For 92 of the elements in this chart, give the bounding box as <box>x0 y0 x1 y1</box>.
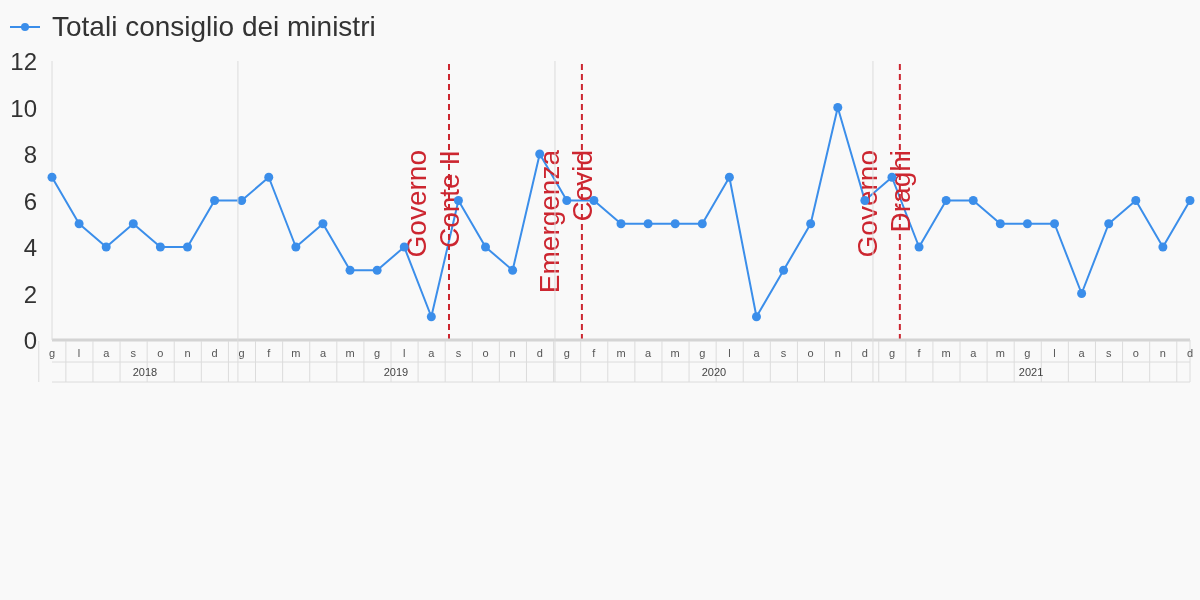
ref-line-label: Emergenza Covid <box>533 149 598 294</box>
point <box>833 103 843 112</box>
x-tick-label: g <box>374 347 381 359</box>
y-tick-label: 10 <box>10 94 37 121</box>
x2-tick-label: 2019 <box>383 366 409 378</box>
ref-line-label: Governo Draghi <box>851 150 916 258</box>
x-tick-label: f <box>592 347 597 359</box>
point <box>670 219 680 229</box>
point <box>372 265 382 275</box>
point <box>508 265 518 275</box>
x2-tick-label: 2021 <box>1018 366 1044 378</box>
point <box>155 242 165 252</box>
x-tick-label: o <box>157 347 164 359</box>
x-tick-label: g <box>1024 347 1031 359</box>
point <box>318 219 328 229</box>
y-tick-label: 0 <box>23 326 37 354</box>
x-tick-label: l <box>728 347 731 359</box>
point <box>345 265 355 275</box>
x-tick-label: m <box>345 347 355 359</box>
point <box>182 242 192 252</box>
point <box>264 172 274 182</box>
point <box>101 242 111 252</box>
x-tick-label: n <box>1159 347 1166 359</box>
point <box>968 196 978 205</box>
x-tick-label: d <box>211 347 218 359</box>
point <box>616 219 626 229</box>
point <box>1077 289 1087 298</box>
point <box>1158 242 1168 252</box>
x-tick-label: l <box>403 347 406 359</box>
point <box>74 219 84 229</box>
point <box>643 219 653 229</box>
x2-tick-label: 2020 <box>701 366 727 378</box>
x-tick-label: l <box>77 347 81 359</box>
x-tick-label: m <box>941 347 951 359</box>
x-tick-label: a <box>319 347 327 359</box>
point <box>697 219 707 229</box>
x-tick-label: g <box>48 347 56 359</box>
x-tick-label: g <box>888 347 896 359</box>
point <box>210 196 220 205</box>
x-tick-label: o <box>482 347 489 359</box>
y-tick-label: 4 <box>23 233 37 261</box>
x2-tick-label: 2018 <box>132 366 158 378</box>
x-tick-label: a <box>753 347 761 359</box>
point <box>1050 219 1060 229</box>
point <box>914 242 924 252</box>
x-tick-label: d <box>1186 347 1194 359</box>
x-tick-label: s <box>130 347 137 359</box>
x-tick-label: g <box>238 347 245 359</box>
point <box>426 312 436 322</box>
y-tick-label: 6 <box>23 187 37 214</box>
x-tick-label: n <box>509 347 516 359</box>
x-tick-label: g <box>563 347 570 359</box>
x-tick-label: m <box>616 347 626 359</box>
point <box>47 172 57 182</box>
point <box>724 172 734 182</box>
point <box>1131 196 1141 205</box>
point <box>1022 219 1032 229</box>
point <box>128 219 138 229</box>
y-tick-label: 2 <box>23 280 37 307</box>
y-tick-label: 12 <box>10 47 37 75</box>
legend-label: Totali consiglio dei ministri <box>52 11 376 42</box>
point <box>751 312 761 322</box>
point <box>806 219 816 229</box>
point <box>779 265 789 275</box>
x-tick-label: d <box>536 347 543 359</box>
x-tick-label: s <box>455 347 462 359</box>
x-tick-label: o <box>1132 347 1139 359</box>
x-tick-label: f <box>917 347 922 359</box>
x-tick-label: m <box>291 347 301 359</box>
point <box>941 196 951 205</box>
point <box>1185 196 1195 205</box>
x-tick-label: a <box>645 347 653 359</box>
x-tick-label: o <box>807 347 814 359</box>
point <box>995 219 1005 229</box>
point <box>1104 219 1114 229</box>
x-tick-label: l <box>1053 347 1056 359</box>
x-tick-label: s <box>1105 347 1112 359</box>
y-tick-label: 8 <box>23 140 37 168</box>
x-tick-label: g <box>699 347 706 359</box>
x-tick-label: a <box>428 347 436 359</box>
x-tick-label: a <box>970 347 978 359</box>
x-tick-label: f <box>267 347 272 359</box>
x-tick-label: a <box>103 347 111 359</box>
x-tick-label: m <box>670 347 680 359</box>
x-tick-label: d <box>861 347 868 359</box>
x-tick-label: n <box>834 347 841 359</box>
point <box>291 242 301 252</box>
x-tick-label: s <box>780 347 787 359</box>
x-tick-label: a <box>1078 347 1086 359</box>
x-tick-label: m <box>995 347 1005 359</box>
x-tick-label: n <box>184 347 191 359</box>
point <box>481 242 491 252</box>
